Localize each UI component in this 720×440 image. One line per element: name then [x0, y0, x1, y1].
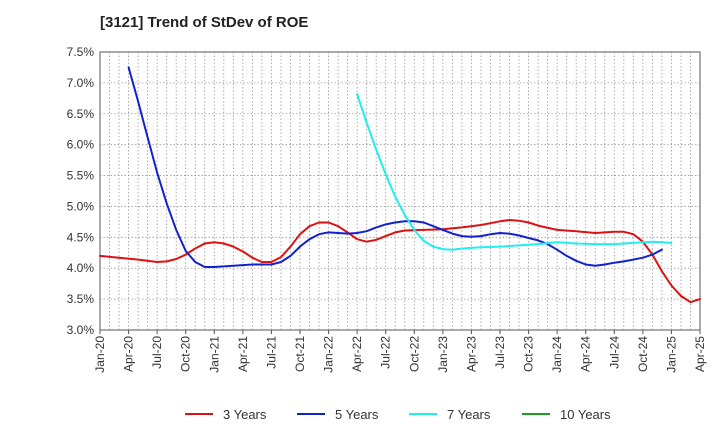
y-tick-label: 7.0% — [67, 76, 95, 90]
y-tick-label: 6.0% — [67, 138, 95, 152]
x-tick-label: Apr-25 — [693, 336, 707, 372]
x-tick-label: Jul-24 — [607, 336, 621, 369]
x-tick-label: Jan-24 — [550, 336, 564, 373]
legend-label: 7 Years — [447, 407, 491, 422]
legend: 3 Years 5 Years 7 Years 10 Years — [185, 407, 611, 422]
x-tick-label: Oct-21 — [293, 336, 307, 372]
x-tick-label: Jul-22 — [379, 336, 393, 369]
x-tick-label: Apr-22 — [350, 336, 364, 372]
y-tick-label: 3.5% — [67, 292, 95, 306]
y-tick-label: 5.5% — [67, 169, 95, 183]
series-lines — [99, 66, 701, 304]
x-tick-label: Apr-24 — [579, 336, 593, 372]
x-tick-label: Jan-23 — [436, 336, 450, 373]
legend-label: 3 Years — [223, 407, 267, 422]
series-line-7-years — [356, 93, 673, 251]
x-tick-label: Jul-20 — [150, 336, 164, 369]
x-tick-label: Jan-22 — [322, 336, 336, 373]
y-tick-label: 5.0% — [67, 199, 95, 213]
y-tick-label: 4.0% — [67, 261, 95, 275]
x-tick-label: Oct-23 — [522, 336, 536, 372]
axis-ticks: 3.0% 3.5% 4.0% 4.5% 5.0% 5.5% 6.0% 6.5% 7.0% 7.5%… — [67, 45, 707, 373]
x-tick-label: Apr-23 — [464, 336, 478, 372]
series-line-3-years — [99, 219, 701, 304]
y-tick-label: 4.5% — [67, 230, 95, 244]
legend-label: 5 Years — [335, 407, 379, 422]
y-tick-label: 7.5% — [67, 45, 95, 59]
legend-label: 10 Years — [560, 407, 611, 422]
x-tick-label: Jan-21 — [207, 336, 221, 373]
x-tick-label: Apr-20 — [122, 336, 136, 372]
chart-title: [3121] Trend of StDev of ROE — [100, 14, 309, 31]
x-tick-label: Jan-20 — [93, 336, 107, 373]
x-tick-label: Oct-24 — [636, 336, 650, 372]
x-tick-label: Jan-25 — [664, 336, 678, 373]
x-tick-label: Apr-21 — [236, 336, 250, 372]
x-tick-label: Oct-22 — [407, 336, 421, 372]
y-tick-label: 6.5% — [67, 107, 95, 121]
x-tick-label: Jul-23 — [493, 336, 507, 369]
x-tick-label: Oct-20 — [179, 336, 193, 372]
plot-area — [99, 51, 701, 331]
y-tick-label: 3.0% — [67, 323, 95, 337]
x-tick-label: Jul-21 — [264, 336, 278, 369]
grid-lines — [100, 52, 700, 330]
